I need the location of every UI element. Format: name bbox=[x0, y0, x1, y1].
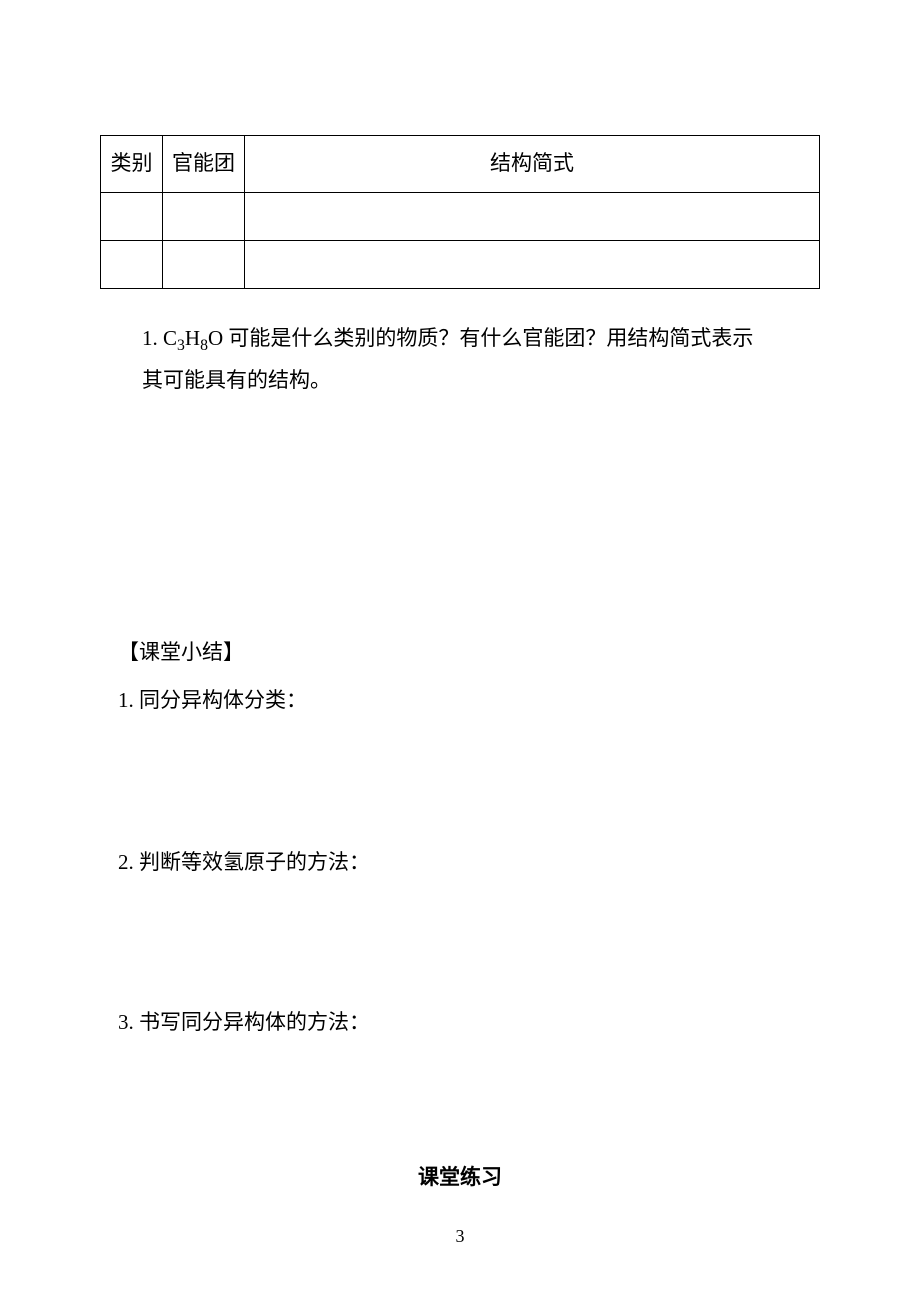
table-header-row: 类别 官能团 结构简式 bbox=[101, 136, 820, 193]
cell-empty bbox=[101, 192, 163, 240]
summary-item-3: 3. 书写同分异构体的方法： bbox=[118, 1001, 820, 1043]
formula-sub2: 8 bbox=[200, 337, 208, 354]
formula-o: O bbox=[208, 326, 223, 350]
formula-c: C bbox=[163, 326, 177, 350]
summary-heading: 【课堂小结】 bbox=[118, 631, 820, 673]
cell-empty bbox=[245, 240, 820, 288]
question-1: 1. C3H8O 可能是什么类别的物质？有什么官能团？用结构简式表示 其可能具有… bbox=[142, 317, 820, 401]
header-functional-group: 官能团 bbox=[163, 136, 245, 193]
header-structural-formula: 结构简式 bbox=[245, 136, 820, 193]
cell-empty bbox=[101, 240, 163, 288]
header-category: 类别 bbox=[101, 136, 163, 193]
summary-item-1: 1. 同分异构体分类： bbox=[118, 679, 820, 721]
exercise-heading: 课堂练习 bbox=[100, 1161, 820, 1191]
question-prefix: 1. bbox=[142, 326, 163, 350]
classification-table: 类别 官能团 结构简式 bbox=[100, 135, 820, 289]
cell-empty bbox=[163, 240, 245, 288]
summary-item-2: 2. 判断等效氢原子的方法： bbox=[118, 841, 820, 883]
formula-sub1: 3 bbox=[177, 337, 185, 354]
formula-h: H bbox=[185, 326, 200, 350]
question-line2: 其可能具有的结构。 bbox=[142, 368, 331, 392]
table-row bbox=[101, 240, 820, 288]
question-line1-rest: 可能是什么类别的物质？有什么官能团？用结构简式表示 bbox=[223, 326, 753, 350]
cell-empty bbox=[163, 192, 245, 240]
table-row bbox=[101, 192, 820, 240]
page-number: 3 bbox=[0, 1226, 920, 1247]
cell-empty bbox=[245, 192, 820, 240]
